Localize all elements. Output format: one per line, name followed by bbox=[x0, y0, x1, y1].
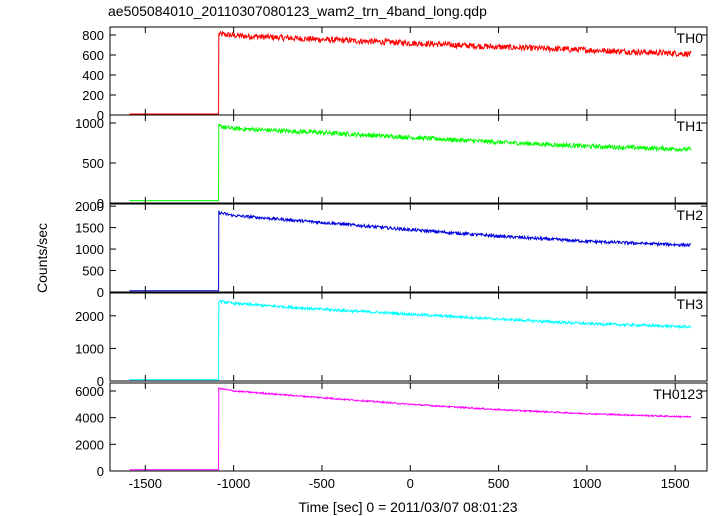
x-tick-label: 500 bbox=[488, 476, 510, 491]
panel-frame bbox=[109, 382, 708, 472]
series-line-th3 bbox=[129, 299, 692, 381]
series-label-th1: TH1 bbox=[677, 118, 704, 134]
panel-frame bbox=[109, 114, 708, 204]
series-label-th0: TH0 bbox=[677, 30, 704, 46]
y-tick-label: 0 bbox=[97, 196, 104, 211]
panel-frame bbox=[109, 26, 708, 116]
y-tick-label: 0 bbox=[97, 108, 104, 123]
x-tick-label: -500 bbox=[309, 476, 335, 491]
y-tick-label: 800 bbox=[82, 28, 104, 43]
y-tick-label: 400 bbox=[82, 68, 104, 83]
panel-frame bbox=[109, 292, 708, 382]
series-label-th3: TH3 bbox=[677, 296, 704, 312]
y-tick-label: 0 bbox=[97, 374, 104, 389]
y-tick-label: 1500 bbox=[75, 221, 104, 236]
series-label-th0123: TH0123 bbox=[653, 386, 703, 402]
y-tick-label: 1000 bbox=[75, 341, 104, 356]
y-tick-label: 1000 bbox=[75, 116, 104, 131]
y-tick-label: 500 bbox=[82, 156, 104, 171]
y-tick-label: 4000 bbox=[75, 411, 104, 426]
y-tick-label: 600 bbox=[82, 48, 104, 63]
chart-title: ae505084010_20110307080123_wam2_trn_4ban… bbox=[108, 3, 487, 19]
y-tick-label: 0 bbox=[97, 464, 104, 479]
y-tick-label: 2000 bbox=[75, 437, 104, 452]
x-tick-label: 1000 bbox=[572, 476, 601, 491]
x-tick-label: -1000 bbox=[217, 476, 250, 491]
panel-frame bbox=[109, 203, 708, 293]
x-axis-label: Time [sec] 0 = 2011/03/07 08:01:23 bbox=[298, 499, 518, 515]
series-line-th0123 bbox=[129, 386, 692, 471]
y-axis-label: Counts/sec bbox=[34, 222, 50, 294]
x-tick-label: -1500 bbox=[129, 476, 162, 491]
y-tick-label: 500 bbox=[82, 264, 104, 279]
x-tick-label: 1500 bbox=[661, 476, 690, 491]
y-tick-label: 6000 bbox=[75, 384, 104, 399]
x-tick-label: 0 bbox=[407, 476, 414, 491]
series-line-th0 bbox=[129, 30, 692, 115]
y-tick-label: 2000 bbox=[75, 309, 104, 324]
y-tick-label: 0 bbox=[97, 285, 104, 300]
series-line-th1 bbox=[129, 123, 692, 202]
y-tick-label: 200 bbox=[82, 88, 104, 103]
y-tick-label: 2000 bbox=[75, 199, 104, 214]
series-label-th2: TH2 bbox=[677, 207, 704, 223]
series-line-th2 bbox=[129, 210, 692, 292]
y-tick-label: 1000 bbox=[75, 242, 104, 257]
